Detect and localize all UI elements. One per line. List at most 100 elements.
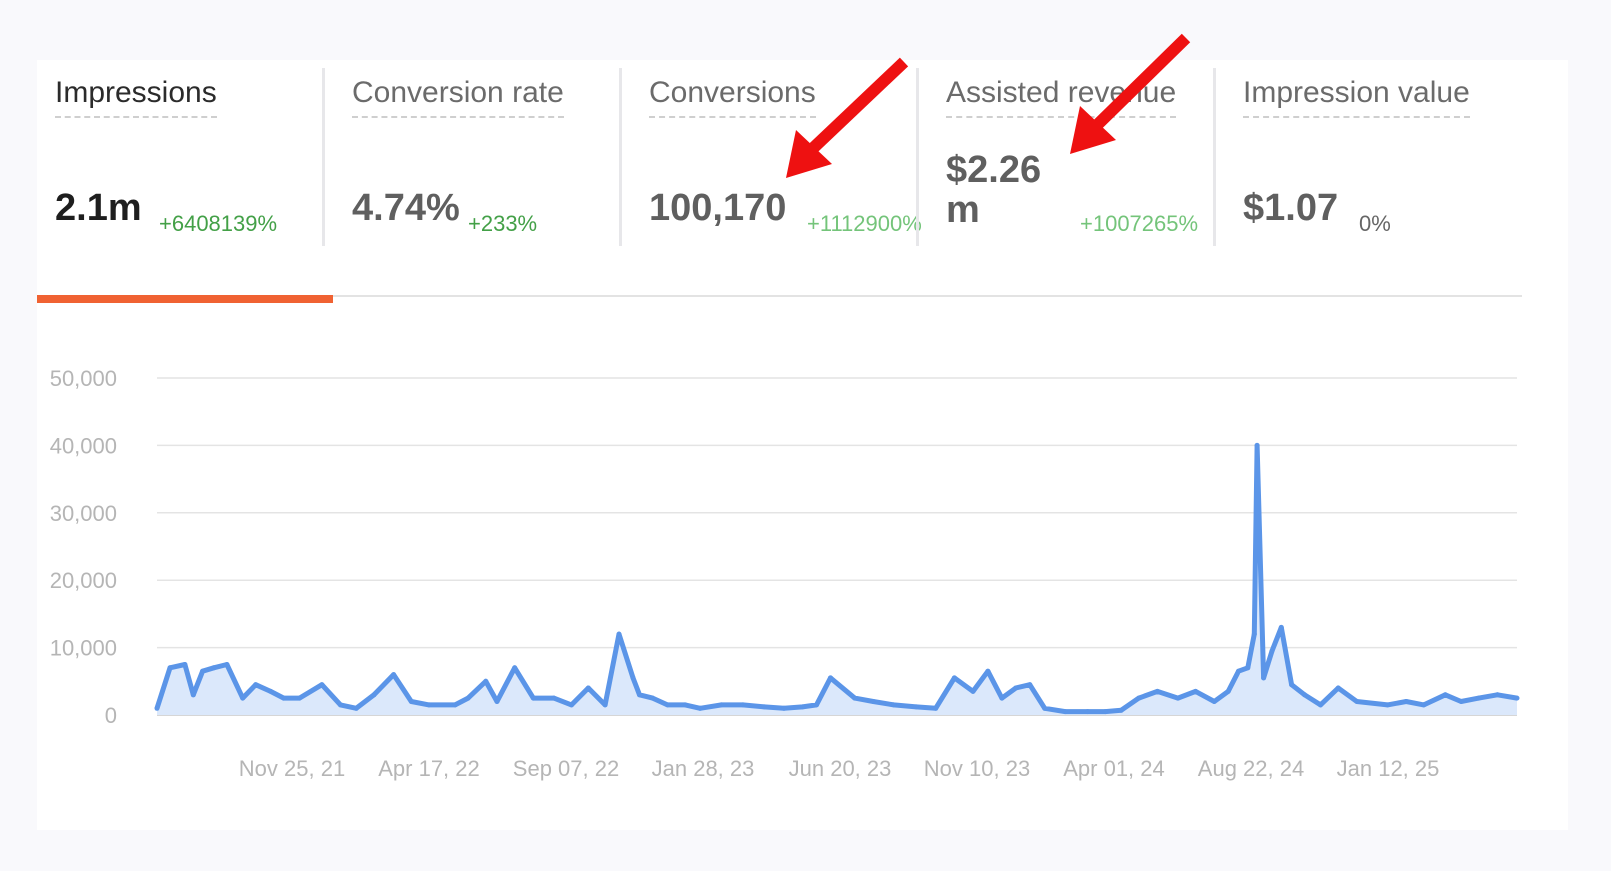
data-point bbox=[240, 695, 246, 701]
data-point bbox=[1225, 688, 1231, 694]
metric-value: 2.1m bbox=[55, 187, 142, 229]
x-tick-label: Nov 25, 21 bbox=[239, 756, 345, 781]
data-point bbox=[999, 695, 1005, 701]
data-point bbox=[1254, 442, 1260, 448]
data-point bbox=[1385, 702, 1390, 708]
data-point bbox=[1269, 648, 1275, 654]
data-point bbox=[585, 685, 591, 691]
data-point bbox=[224, 662, 230, 667]
data-point bbox=[1236, 668, 1241, 674]
x-tick-label: Apr 17, 22 bbox=[378, 756, 480, 781]
active-tab-indicator bbox=[37, 295, 333, 303]
data-point bbox=[1118, 707, 1124, 713]
data-point bbox=[1494, 692, 1500, 698]
x-tick-label: Aug 22, 24 bbox=[1198, 756, 1304, 781]
data-point bbox=[530, 695, 536, 701]
data-point bbox=[682, 702, 688, 708]
data-point bbox=[268, 688, 274, 694]
data-point bbox=[494, 699, 500, 704]
data-point bbox=[483, 678, 489, 684]
data-point bbox=[1085, 709, 1091, 715]
data-point bbox=[551, 695, 557, 701]
x-tick-label: Jan 12, 25 bbox=[1337, 756, 1440, 781]
analytics-card: Impressions 2.1m +6408139% Conversion ra… bbox=[37, 60, 1568, 830]
data-point bbox=[281, 695, 287, 701]
data-point bbox=[697, 705, 703, 711]
data-point bbox=[933, 705, 939, 711]
metric-title[interactable]: Impression value bbox=[1243, 76, 1470, 118]
data-point bbox=[338, 702, 343, 708]
metric-value: $1.07 bbox=[1243, 187, 1339, 229]
metric-title[interactable]: Conversions bbox=[649, 76, 816, 118]
data-point bbox=[630, 675, 636, 681]
data-point bbox=[970, 688, 976, 694]
data-point bbox=[200, 668, 206, 674]
data-point bbox=[1335, 685, 1341, 691]
data-point bbox=[297, 695, 302, 701]
y-tick-label: 0 bbox=[105, 703, 117, 728]
x-tick-label: Jan 28, 23 bbox=[652, 756, 755, 781]
data-point bbox=[1211, 699, 1217, 704]
x-tick-label: Sep 07, 22 bbox=[513, 756, 619, 781]
data-point bbox=[182, 662, 188, 667]
data-point bbox=[569, 702, 574, 708]
data-point bbox=[1042, 705, 1048, 711]
metric-change: 0% bbox=[1359, 211, 1391, 236]
data-point bbox=[814, 702, 819, 708]
data-point bbox=[1476, 695, 1482, 701]
y-tick-label: 40,000 bbox=[50, 433, 117, 458]
metric-value: 4.74% bbox=[352, 187, 460, 229]
y-tick-label: 30,000 bbox=[50, 501, 117, 526]
metric-divider bbox=[916, 68, 919, 246]
metric-divider bbox=[1213, 68, 1216, 246]
data-point bbox=[408, 699, 414, 704]
metric-tab-impressions[interactable]: Impressions 2.1m +6408139% bbox=[37, 68, 327, 246]
data-point bbox=[602, 702, 608, 708]
data-point bbox=[616, 631, 622, 637]
data-point bbox=[1245, 665, 1251, 671]
data-point bbox=[1302, 692, 1308, 698]
data-point bbox=[1403, 699, 1409, 704]
data-point bbox=[1154, 688, 1160, 694]
metric-change: +1112900% bbox=[807, 211, 922, 236]
data-point bbox=[1062, 709, 1068, 715]
metric-tab-impression-value[interactable]: Impression value $1.07 0% bbox=[1213, 68, 1515, 246]
data-point bbox=[1027, 682, 1033, 688]
data-point bbox=[1458, 699, 1464, 704]
data-point bbox=[1514, 695, 1520, 701]
data-point bbox=[913, 704, 919, 710]
data-point bbox=[1102, 709, 1108, 715]
data-point bbox=[1175, 695, 1181, 701]
data-point bbox=[154, 705, 160, 711]
data-point bbox=[1251, 631, 1257, 637]
data-point bbox=[985, 668, 991, 674]
metric-change: +233% bbox=[468, 211, 538, 236]
data-point bbox=[637, 692, 642, 698]
data-point bbox=[1278, 624, 1284, 630]
y-tick-label: 20,000 bbox=[50, 568, 117, 593]
data-point bbox=[426, 702, 432, 708]
data-point bbox=[951, 675, 957, 681]
impressions-chart: 0 10,000 20,000 30,000 40,000 50,000 Nov 25, 2… bbox=[50, 366, 1520, 781]
data-point bbox=[1442, 692, 1448, 698]
data-point bbox=[167, 665, 173, 671]
data-point bbox=[452, 702, 458, 708]
x-tick-label: Nov 10, 23 bbox=[924, 756, 1030, 781]
metric-title[interactable]: Impressions bbox=[55, 76, 217, 118]
metric-divider bbox=[619, 68, 622, 246]
data-point bbox=[319, 682, 325, 688]
data-point bbox=[650, 695, 656, 701]
data-point bbox=[665, 702, 670, 708]
metric-title[interactable]: Conversion rate bbox=[352, 76, 564, 118]
metric-tabs: Impressions 2.1m +6408139% Conversion ra… bbox=[37, 68, 1568, 308]
metric-tab-conversions[interactable]: Conversions 100,170 +1112900% bbox=[619, 68, 922, 246]
data-point bbox=[870, 699, 876, 704]
data-point bbox=[852, 695, 858, 701]
metric-tab-conversion-rate[interactable]: Conversion rate 4.74% +233% bbox=[322, 68, 624, 246]
tab-underline bbox=[37, 295, 1522, 297]
data-point bbox=[1289, 682, 1295, 688]
data-point bbox=[828, 675, 833, 681]
metric-change: +6408139% bbox=[159, 211, 278, 236]
data-point bbox=[1193, 688, 1199, 694]
y-tick-label: 10,000 bbox=[50, 636, 117, 661]
